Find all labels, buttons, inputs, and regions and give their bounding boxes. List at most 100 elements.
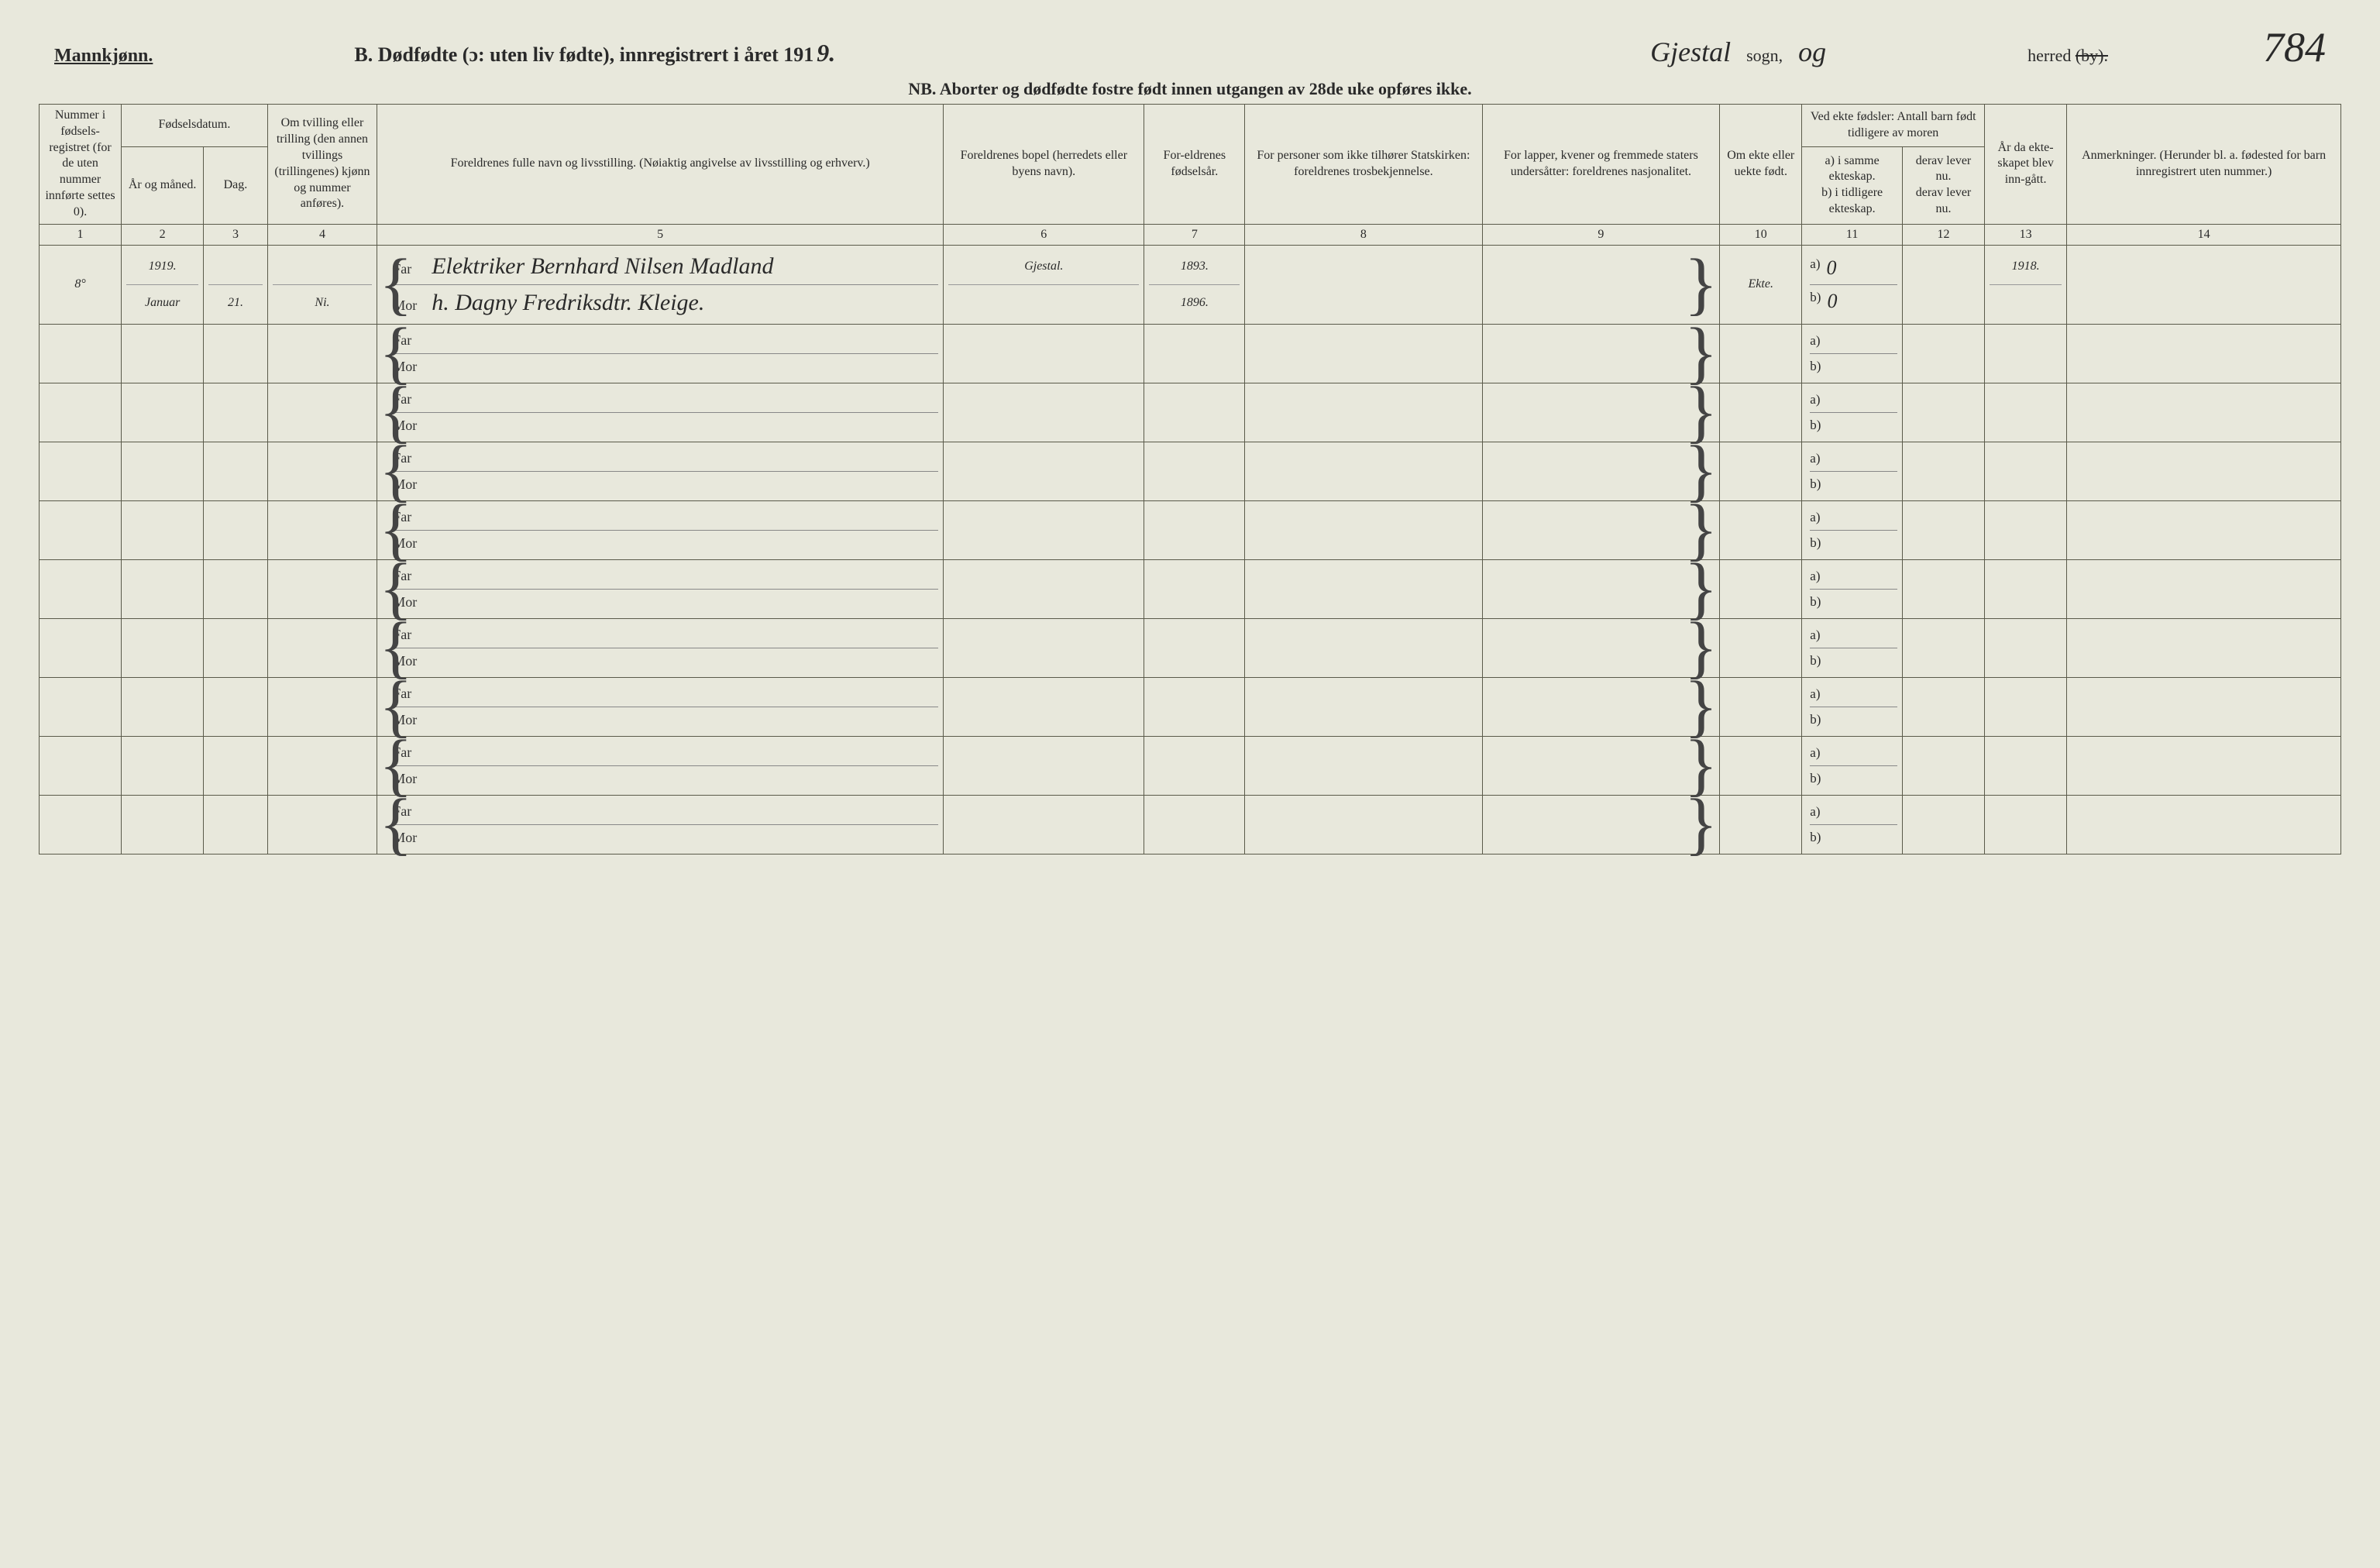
- column-numbers: 1 2 3 4 5 6 7 8 9 10 11 12 13 14: [40, 224, 2341, 245]
- anmerk-cell: [2067, 618, 2341, 677]
- ab-cell: a)b): [1802, 736, 1903, 795]
- coln-12: 12: [1902, 224, 1984, 245]
- anmerk-cell: [2067, 383, 2341, 442]
- entry-tvilling: [267, 795, 377, 854]
- tros-cell: [1245, 324, 1483, 383]
- derav-cell: [1902, 795, 1984, 854]
- a-label: a): [1810, 686, 1820, 702]
- ekte-cell: [1720, 500, 1802, 559]
- anmerk-cell: [2067, 442, 2341, 500]
- sogn-label: sogn,: [1746, 46, 1783, 66]
- parents-cell: {FarMor: [377, 500, 944, 559]
- entry-row-10: {FarMor}a)b): [40, 795, 2341, 854]
- ekteskap-aar-cell: [1985, 442, 2067, 500]
- fodselsaar-cell: 1893. 1896.: [1144, 245, 1245, 324]
- ekte-cell: [1720, 383, 1802, 442]
- col-13-header: År da ekte-skapet blev inn-gått.: [1985, 105, 2067, 225]
- fodselsaar-cell: [1144, 442, 1245, 500]
- derav-cell: [1902, 500, 1984, 559]
- ab-cell: a)0 b)0: [1802, 245, 1903, 324]
- derav-cell: [1902, 324, 1984, 383]
- ab-cell: a)b): [1802, 442, 1903, 500]
- fodselsaar-cell: [1144, 324, 1245, 383]
- nasj-cell: }: [1482, 245, 1720, 324]
- col-10-header: Om ekte eller uekte født.: [1720, 105, 1802, 225]
- ekteskap-aar-cell: [1985, 559, 2067, 618]
- entry-year-month: [122, 324, 204, 383]
- col-14-header: Anmerkninger. (Herunder bl. a. fødested …: [2067, 105, 2341, 225]
- col-6-header: Foreldrenes bopel (herredets eller byens…: [944, 105, 1144, 225]
- entry-number: [40, 442, 122, 500]
- c10b: b) i tidligere ekteskap.: [1807, 185, 1897, 218]
- b-label: b): [1810, 290, 1821, 313]
- far-aar: 1893.: [1149, 249, 1240, 285]
- bopel-cell: [944, 618, 1144, 677]
- entry-day: [204, 677, 268, 736]
- tros-cell: [1245, 736, 1483, 795]
- ab-cell: a) b): [1802, 559, 1903, 618]
- entry-year-month: [122, 795, 204, 854]
- ledger-table: Nummer i fødsels-registret (for de uten …: [39, 104, 2341, 854]
- c10d: derav lever nu.: [1907, 185, 1979, 218]
- b-label: b): [1810, 418, 1821, 433]
- b-label: b): [1810, 653, 1821, 669]
- a-label: a): [1810, 569, 1820, 584]
- derav-cell: [1902, 736, 1984, 795]
- coln-5: 5: [377, 224, 944, 245]
- derav-cell: [1902, 618, 1984, 677]
- tros-cell: [1245, 795, 1483, 854]
- fodselsaar-cell: [1144, 677, 1245, 736]
- ab-cell: a)b): [1802, 500, 1903, 559]
- col-2b-header: Dag.: [204, 146, 268, 224]
- ekteskap-aar-cell: [1985, 383, 2067, 442]
- b-label: b): [1810, 830, 1821, 845]
- anmerk-cell: [2067, 736, 2341, 795]
- entry-year-month: [122, 383, 204, 442]
- tros-cell: [1245, 442, 1483, 500]
- ekteskap-aar-cell: 1918.: [1985, 245, 2067, 324]
- derav-cell: [1902, 245, 1984, 324]
- b-label: b): [1810, 712, 1821, 727]
- ekte-cell: [1720, 618, 1802, 677]
- col-8-header: For personer som ikke tilhører Statskirk…: [1245, 105, 1483, 225]
- entry-month: Januar: [126, 285, 198, 321]
- ab-cell: a) b): [1802, 795, 1903, 854]
- entry-year-month: 1919. Januar: [122, 245, 204, 324]
- fodselsaar-cell: [1144, 500, 1245, 559]
- tros-cell: [1245, 500, 1483, 559]
- entry-number: [40, 677, 122, 736]
- b-label: b): [1810, 535, 1821, 551]
- bopel-cell: [944, 677, 1144, 736]
- nasj-cell: }: [1482, 795, 1720, 854]
- bopel-cell: [944, 500, 1144, 559]
- ekte-cell: [1720, 736, 1802, 795]
- entry-day: [204, 500, 268, 559]
- sogn-block: Gjestal sogn, og: [1650, 36, 1826, 68]
- entry-tvilling: [267, 324, 377, 383]
- anmerk-cell: [2067, 559, 2341, 618]
- c10c: derav lever nu.: [1907, 153, 1979, 186]
- fodselsaar-cell: [1144, 736, 1245, 795]
- far-name: Elektriker Bernhard Nilsen Madland: [432, 253, 773, 280]
- table-head: Nummer i fødsels-registret (for de uten …: [40, 105, 2341, 246]
- anmerk-cell: [2067, 677, 2341, 736]
- ekteskap-aar-cell: [1985, 500, 2067, 559]
- col-7-header: For-eldrenes fødselsår.: [1144, 105, 1245, 225]
- gender-heading: Mannkjønn.: [54, 46, 153, 67]
- col-5-header: Foreldrenes fulle navn og livsstilling. …: [377, 105, 944, 225]
- bopel-cell: [944, 559, 1144, 618]
- b-label: b): [1810, 594, 1821, 610]
- entry-number: [40, 324, 122, 383]
- bopel-cell: [944, 324, 1144, 383]
- entry-tvilling: [267, 736, 377, 795]
- fodselsaar-cell: [1144, 559, 1245, 618]
- entry-year: 1919.: [126, 249, 198, 285]
- entry-year-month: [122, 559, 204, 618]
- col-11-group-header: Ved ekte fødsler: Antall barn født tidli…: [1802, 105, 1985, 147]
- coln-13: 13: [1985, 224, 2067, 245]
- a-label: a): [1810, 804, 1820, 820]
- anmerk-cell: [2067, 245, 2341, 324]
- col-12-header: derav lever nu. derav lever nu.: [1902, 146, 1984, 224]
- parents-cell: {FarMor: [377, 442, 944, 500]
- entry-day: [204, 442, 268, 500]
